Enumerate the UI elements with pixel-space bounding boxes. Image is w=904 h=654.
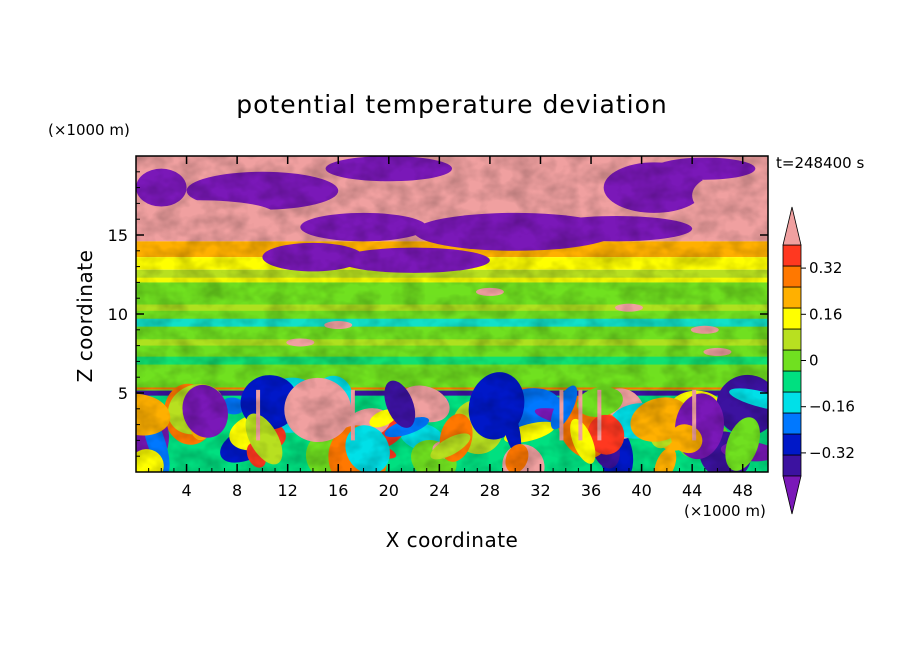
x-unit-label: (×1000 m) [684,502,766,520]
x-tick-label: 36 [581,481,601,500]
colorbar-segment [782,286,802,309]
colorbar-tick-label: −0.32 [809,444,855,462]
x-tick-label: 8 [232,481,242,500]
colorbar-segment [782,454,802,477]
x-tick-label: 40 [631,481,651,500]
colorbar-tick-label: 0 [809,352,819,370]
texture-overlay [136,156,768,472]
colorbar-segment [782,370,802,393]
y-axis-label: Z coordinate [73,250,97,383]
x-tick-label: 24 [429,481,449,500]
colorbar: 0.32 0.16 0 −0.16 −0.32 [782,206,855,515]
x-axis: 4 8 12 16 20 24 28 32 36 40 44 48 [148,156,756,500]
colorbar-segment [782,412,802,435]
colorbar-segment [782,265,802,288]
y-axis: 5 10 15 [108,171,768,457]
time-label: t=248400 s [776,154,864,172]
colorbar-extend-top [782,206,802,246]
y-tick-label: 10 [108,305,128,324]
colorbar-segment [782,307,802,330]
colorbar-tick-label: 0.16 [809,305,842,323]
x-tick-label: 16 [328,481,348,500]
x-tick-label: 32 [530,481,550,500]
x-axis-label: X coordinate [386,528,519,552]
colorbar-tick-label: 0.32 [809,259,842,277]
x-tick-label: 48 [733,481,753,500]
x-tick-label: 20 [379,481,399,500]
colorbar-tick-label: −0.16 [809,398,855,416]
chart-title: potential temperature deviation [236,90,667,119]
x-tick-label: 44 [682,481,702,500]
colorbar-segment [782,391,802,414]
colorbar-segment [782,328,802,351]
y-unit-label: (×1000 m) [48,121,130,139]
colorbar-segment [782,433,802,456]
y-tick-label: 15 [108,226,128,245]
x-tick-label: 4 [181,481,191,500]
colorbar-segment [782,244,802,267]
contour-field [136,156,768,472]
x-tick-label: 28 [480,481,500,500]
x-tick-label: 12 [278,481,298,500]
colorbar-extend-bottom [782,475,802,515]
y-tick-label: 5 [118,384,128,403]
colorbar-segment [782,349,802,372]
